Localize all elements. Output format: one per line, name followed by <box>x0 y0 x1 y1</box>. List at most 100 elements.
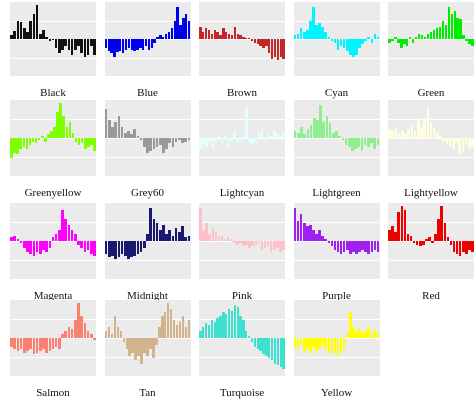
bar <box>270 338 274 360</box>
bar <box>352 327 355 338</box>
bar <box>293 338 297 348</box>
bar <box>45 338 48 353</box>
bar <box>332 132 335 138</box>
bar <box>44 138 47 142</box>
bar <box>127 130 130 138</box>
bar <box>123 132 127 138</box>
bar <box>345 334 349 338</box>
bar <box>229 138 233 142</box>
bar <box>328 123 332 138</box>
panel-label: Cyan <box>324 87 349 99</box>
bar <box>263 241 267 249</box>
bar <box>431 241 434 243</box>
gridline <box>104 260 191 261</box>
panel-label: Pink <box>231 290 253 302</box>
bar <box>184 237 188 241</box>
bar <box>268 39 271 54</box>
plot-area <box>199 100 285 176</box>
bar <box>250 338 254 342</box>
bar <box>23 28 26 39</box>
bar <box>35 338 39 353</box>
bar <box>415 241 419 245</box>
plot-area <box>104 300 191 376</box>
bar <box>364 39 367 41</box>
bar <box>302 338 306 351</box>
bar <box>414 37 418 39</box>
bar <box>19 21 23 39</box>
panel-label: Purple <box>322 290 351 302</box>
bar <box>38 241 42 254</box>
bar <box>324 31 327 39</box>
bar <box>13 31 17 39</box>
bar <box>330 39 334 41</box>
bar <box>309 338 312 353</box>
bar <box>397 39 400 43</box>
bar <box>31 138 35 142</box>
bar <box>357 138 361 148</box>
bar <box>282 241 285 251</box>
bar <box>110 334 114 338</box>
gridline <box>293 138 380 139</box>
bar <box>181 138 184 144</box>
bar <box>245 38 248 40</box>
bar <box>127 39 131 48</box>
bar <box>185 14 188 39</box>
bar <box>54 233 58 241</box>
bar <box>110 39 113 54</box>
bar <box>407 128 410 138</box>
bar <box>445 138 449 146</box>
bar <box>315 233 318 241</box>
bar <box>140 338 143 364</box>
bar <box>113 39 116 57</box>
bar <box>146 138 149 153</box>
bar <box>251 241 254 247</box>
bar <box>86 330 90 338</box>
bar <box>423 37 427 39</box>
bar <box>324 239 327 241</box>
bar <box>34 138 38 144</box>
bar <box>319 105 322 138</box>
bar <box>376 332 380 338</box>
bar <box>403 39 406 45</box>
bar <box>299 338 303 346</box>
bar <box>227 308 231 338</box>
plot-area <box>104 100 191 176</box>
bar <box>139 241 143 252</box>
bar <box>73 233 77 241</box>
bar <box>370 241 374 252</box>
bar <box>199 26 202 39</box>
bar <box>312 230 315 241</box>
bar <box>136 136 140 138</box>
bar <box>181 226 184 241</box>
bar <box>251 138 254 146</box>
panel-magenta: Magenta <box>6 203 96 302</box>
bar <box>80 39 83 54</box>
gridline <box>388 222 474 223</box>
bar <box>455 138 458 144</box>
bar <box>279 241 282 252</box>
bar <box>211 138 215 149</box>
bar <box>42 30 45 39</box>
bar <box>245 106 248 138</box>
bar <box>233 130 236 138</box>
bar <box>266 241 270 247</box>
bar <box>440 206 443 241</box>
bar <box>184 327 188 338</box>
bar <box>121 39 125 54</box>
bar <box>325 116 329 138</box>
bar <box>73 39 77 50</box>
plot-area <box>199 203 285 279</box>
gridline <box>10 357 96 358</box>
bar <box>93 241 96 256</box>
bar <box>355 241 358 254</box>
bar <box>265 39 268 47</box>
gridline <box>10 319 96 320</box>
bar <box>202 230 205 241</box>
bar <box>370 138 373 144</box>
bar <box>242 241 245 247</box>
gridline <box>199 58 285 59</box>
bar <box>26 31 29 39</box>
panel-salmon: Salmon <box>6 300 96 399</box>
bar <box>83 138 87 149</box>
